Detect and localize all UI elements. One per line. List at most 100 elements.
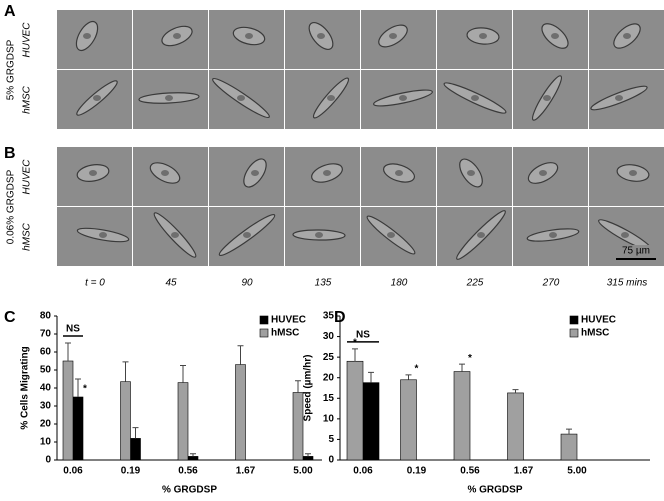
nucleus (543, 95, 551, 101)
y-tick-label: 20 (323, 372, 335, 383)
nucleus (251, 170, 259, 176)
x-tick-label: 0.56 (460, 466, 480, 477)
bar (235, 364, 246, 461)
y-tick-label: 80 (40, 311, 52, 322)
error-bar (122, 361, 129, 382)
error-bar (132, 427, 139, 439)
cell-type-label: hMSC (22, 85, 33, 114)
legend-swatch (569, 328, 579, 338)
condition-label: 0.06% GRGDSP (6, 169, 17, 244)
time-label: t = 0 (85, 278, 105, 289)
panel-label: A (4, 3, 16, 20)
nucleus (83, 33, 91, 39)
x-tick-label: 5.00 (293, 466, 313, 477)
y-tick-label: 15 (323, 393, 335, 404)
y-tick-label: 0 (328, 455, 334, 466)
nucleus (161, 170, 169, 176)
time-label: 135 (315, 278, 332, 289)
x-tick-label: 0.06 (353, 466, 373, 477)
error-bar (295, 380, 301, 393)
nucleus (99, 232, 107, 238)
panel-label: C (4, 309, 16, 326)
nucleus (93, 95, 101, 101)
nucleus (539, 170, 547, 176)
y-tick-label: 20 (40, 419, 52, 430)
cell-type-label: hMSC (22, 222, 33, 251)
y-tick-label: 30 (40, 401, 52, 412)
error-bar (237, 345, 244, 365)
nucleus (387, 232, 395, 238)
y-tick-label: 35 (323, 311, 335, 322)
bar (346, 360, 364, 461)
nucleus (467, 170, 475, 176)
legend-label: hMSC (581, 328, 609, 339)
nucleus (171, 232, 179, 238)
nucleus (615, 95, 623, 101)
bar (302, 456, 314, 461)
error-bar (566, 428, 572, 435)
time-label: 180 (391, 278, 408, 289)
annotation: * (415, 363, 419, 374)
x-tick-label: 1.67 (514, 466, 534, 477)
nucleus (173, 33, 181, 39)
nucleus (165, 95, 173, 101)
bar (72, 396, 84, 461)
nucleus (237, 95, 245, 101)
y-tick-label: 40 (40, 383, 52, 394)
nucleus (629, 170, 637, 176)
error-bar (75, 378, 81, 397)
error-bar (65, 342, 71, 361)
bar (362, 382, 380, 461)
y-axis-title: % Cells Migrating (20, 346, 31, 429)
nucleus (551, 33, 559, 39)
nucleus (323, 170, 331, 176)
bar (130, 438, 141, 461)
nucleus (549, 232, 557, 238)
panel-label: B (4, 145, 16, 162)
annotation: * (83, 384, 87, 395)
nucleus (315, 232, 323, 238)
legend-swatch (259, 315, 269, 325)
time-label: 45 (165, 278, 177, 289)
nucleus (399, 95, 407, 101)
annotation: * (353, 338, 357, 349)
error-bar (459, 363, 465, 372)
y-tick-label: 70 (40, 329, 52, 340)
bar (62, 360, 74, 461)
y-tick-label: 5 (328, 434, 334, 445)
x-tick-label: 1.67 (236, 466, 256, 477)
bar (453, 371, 471, 461)
x-tick-label: 0.56 (178, 466, 198, 477)
error-bar (512, 389, 519, 393)
x-tick-label: 0.19 (121, 466, 141, 477)
error-bar (305, 453, 311, 457)
legend-label: HUVEC (581, 315, 616, 326)
bar (120, 381, 131, 461)
y-tick-label: 10 (323, 413, 335, 424)
nucleus (245, 33, 253, 39)
y-tick-label: 60 (40, 347, 52, 358)
nucleus (327, 95, 335, 101)
nucleus (395, 170, 403, 176)
annotation: * (468, 353, 472, 364)
y-tick-label: 50 (40, 365, 52, 376)
legend-swatch (259, 328, 269, 338)
scale-bar-label: 75 µm (622, 246, 650, 257)
bar (560, 433, 578, 461)
nucleus (243, 232, 251, 238)
bar (187, 456, 199, 461)
legend-label: hMSC (271, 328, 299, 339)
time-label: 270 (542, 278, 560, 289)
x-tick-label: 0.19 (407, 466, 427, 477)
x-axis-title: % GRGDSP (162, 485, 217, 496)
nucleus (389, 33, 397, 39)
bar (507, 392, 524, 461)
error-bar (180, 365, 186, 383)
nucleus (471, 95, 479, 101)
time-label: 315 mins (607, 278, 648, 289)
time-label: 225 (466, 278, 484, 289)
y-tick-label: 30 (323, 331, 335, 342)
y-axis-title: Speed (µm/hr) (303, 355, 314, 422)
nucleus (621, 232, 629, 238)
annotation: NS (66, 324, 80, 335)
